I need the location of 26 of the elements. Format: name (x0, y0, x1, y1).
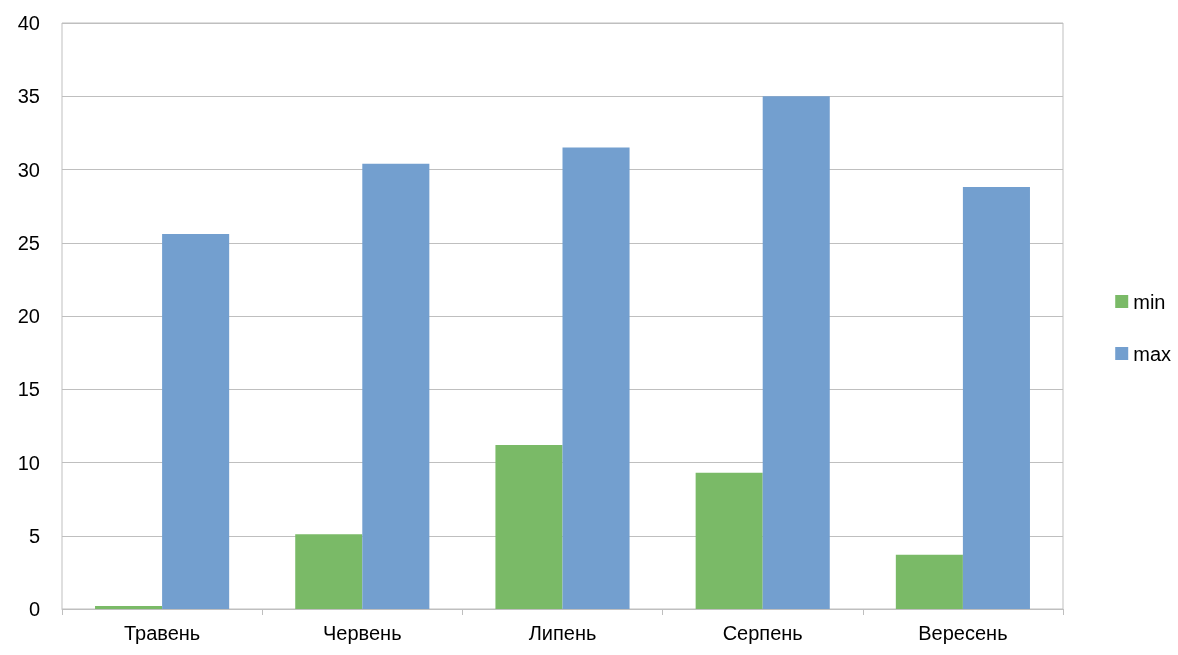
y-tick-label: 40 (17, 12, 40, 34)
y-tick-label: 10 (17, 451, 40, 474)
bar (95, 606, 163, 609)
bar (695, 472, 763, 609)
legend-label: max (1133, 342, 1172, 365)
legend-label: min (1133, 290, 1166, 313)
x-tick-label: Серпень (722, 622, 803, 644)
y-tick-label: 0 (28, 598, 40, 620)
y-tick-label: 35 (17, 85, 40, 108)
bar (362, 163, 430, 609)
bar (962, 187, 1030, 609)
y-tick-label: 5 (28, 524, 40, 547)
y-tick-label: 25 (17, 231, 40, 254)
y-tick-label: 30 (17, 158, 40, 181)
x-tick-label: Червень (323, 622, 402, 644)
bar (895, 554, 963, 609)
bar (762, 96, 830, 609)
bar (295, 534, 363, 609)
bar (162, 233, 230, 609)
x-tick-label: Липень (528, 622, 597, 644)
bar (495, 444, 563, 609)
bar (562, 147, 630, 609)
x-tick-label: Травень (123, 622, 201, 644)
x-tick-label: Вересень (918, 622, 1008, 644)
y-tick-label: 20 (17, 305, 40, 327)
y-tick-label: 15 (17, 378, 40, 401)
